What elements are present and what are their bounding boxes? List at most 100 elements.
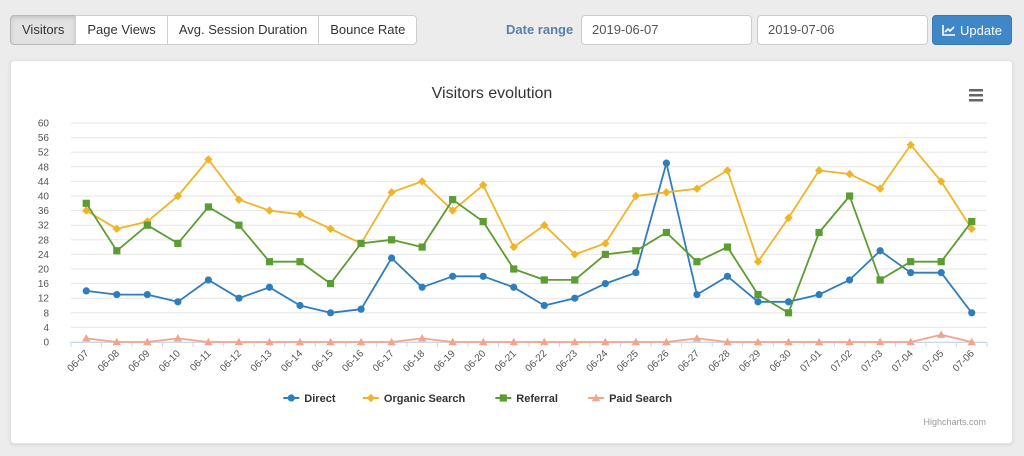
point-referral[interactable] [571, 276, 579, 284]
point-organic-search[interactable] [417, 177, 427, 186]
point-direct[interactable] [815, 290, 823, 299]
point-direct[interactable] [388, 254, 396, 262]
point-direct[interactable] [601, 280, 609, 288]
point-paid-search[interactable] [906, 337, 915, 346]
point-direct[interactable] [784, 298, 793, 306]
legend-item-paid-search[interactable]: Paid Search [588, 393, 672, 405]
point-referral[interactable] [754, 290, 762, 299]
tab-avg-session-duration[interactable]: Avg. Session Duration [166, 15, 320, 45]
legend-marker[interactable] [499, 394, 507, 402]
tab-page-views[interactable]: Page Views [75, 15, 168, 45]
point-referral[interactable] [907, 258, 915, 266]
point-organic-search[interactable] [906, 140, 915, 150]
point-referral[interactable] [265, 258, 274, 266]
point-direct[interactable] [754, 298, 762, 306]
point-paid-search[interactable] [875, 337, 885, 346]
legend-marker[interactable] [366, 393, 376, 403]
legend-item-organic-search[interactable]: Organic Search [362, 393, 466, 405]
point-referral[interactable] [449, 196, 457, 204]
point-paid-search[interactable] [937, 330, 946, 338]
point-direct[interactable] [571, 294, 579, 302]
point-organic-search[interactable] [265, 206, 274, 215]
tab-bounce-rate[interactable]: Bounce Rate [318, 15, 418, 45]
point-referral[interactable] [357, 239, 365, 248]
point-direct[interactable] [82, 287, 90, 295]
point-direct[interactable] [235, 294, 243, 302]
point-organic-search[interactable] [387, 188, 396, 197]
point-organic-search[interactable] [479, 180, 488, 190]
point-referral[interactable] [784, 309, 793, 317]
point-direct[interactable] [113, 290, 121, 299]
point-organic-search[interactable] [295, 210, 305, 219]
point-paid-search[interactable] [631, 337, 641, 346]
point-organic-search[interactable] [662, 188, 671, 197]
point-paid-search[interactable] [417, 334, 427, 342]
point-referral[interactable] [876, 276, 884, 284]
point-direct[interactable] [693, 290, 701, 299]
point-paid-search[interactable] [692, 334, 702, 342]
point-paid-search[interactable] [204, 337, 213, 346]
point-direct[interactable] [479, 272, 487, 280]
point-organic-search[interactable] [845, 169, 854, 179]
point-paid-search[interactable] [387, 337, 396, 346]
start-date-input[interactable]: 2019-06-07 [581, 15, 752, 45]
point-organic-search[interactable] [570, 250, 579, 259]
point-organic-search[interactable] [173, 191, 183, 201]
point-direct[interactable] [968, 309, 976, 317]
point-referral[interactable] [968, 217, 976, 226]
point-referral[interactable] [235, 221, 243, 229]
point-direct[interactable] [326, 309, 335, 317]
point-direct[interactable] [510, 283, 518, 291]
point-direct[interactable] [449, 272, 457, 280]
point-organic-search[interactable] [937, 177, 946, 186]
point-paid-search[interactable] [112, 337, 121, 346]
point-direct[interactable] [907, 269, 915, 277]
point-paid-search[interactable] [814, 337, 824, 346]
legend-item-referral[interactable]: Referral [495, 393, 558, 405]
point-direct[interactable] [723, 272, 732, 280]
point-organic-search[interactable] [784, 213, 793, 223]
point-organic-search[interactable] [601, 239, 610, 248]
point-direct[interactable] [204, 276, 212, 284]
point-paid-search[interactable] [265, 337, 274, 346]
point-referral[interactable] [601, 250, 609, 258]
point-paid-search[interactable] [601, 337, 610, 346]
update-button[interactable]: Update [932, 15, 1012, 45]
point-referral[interactable] [540, 276, 548, 284]
point-organic-search[interactable] [234, 195, 244, 204]
point-direct[interactable] [632, 269, 640, 277]
point-paid-search[interactable] [540, 337, 549, 346]
point-referral[interactable] [479, 217, 487, 226]
end-date-input[interactable]: 2019-07-06 [757, 15, 928, 45]
point-paid-search[interactable] [143, 337, 152, 346]
point-paid-search[interactable] [326, 337, 335, 346]
point-referral[interactable] [510, 265, 518, 273]
point-direct[interactable] [846, 276, 854, 284]
point-direct[interactable] [357, 305, 365, 313]
point-referral[interactable] [937, 258, 945, 266]
point-referral[interactable] [846, 192, 854, 200]
point-direct[interactable] [876, 247, 884, 255]
point-referral[interactable] [143, 221, 151, 229]
point-organic-search[interactable] [448, 206, 457, 215]
point-referral[interactable] [693, 258, 701, 266]
tab-visitors[interactable]: Visitors [10, 15, 77, 45]
point-referral[interactable] [662, 228, 670, 237]
point-organic-search[interactable] [814, 166, 824, 175]
point-organic-search[interactable] [723, 166, 732, 175]
point-direct[interactable] [662, 159, 671, 167]
point-organic-search[interactable] [509, 242, 518, 252]
point-referral[interactable] [326, 280, 335, 288]
point-direct[interactable] [540, 301, 548, 310]
point-paid-search[interactable] [784, 337, 793, 346]
point-paid-search[interactable] [448, 337, 457, 346]
point-paid-search[interactable] [82, 334, 91, 342]
point-paid-search[interactable] [234, 337, 244, 346]
point-referral[interactable] [174, 239, 182, 248]
point-direct[interactable] [296, 301, 304, 310]
point-paid-search[interactable] [509, 337, 518, 346]
point-organic-search[interactable] [753, 257, 763, 266]
point-paid-search[interactable] [295, 337, 305, 346]
point-organic-search[interactable] [540, 221, 549, 230]
point-paid-search[interactable] [967, 337, 976, 346]
